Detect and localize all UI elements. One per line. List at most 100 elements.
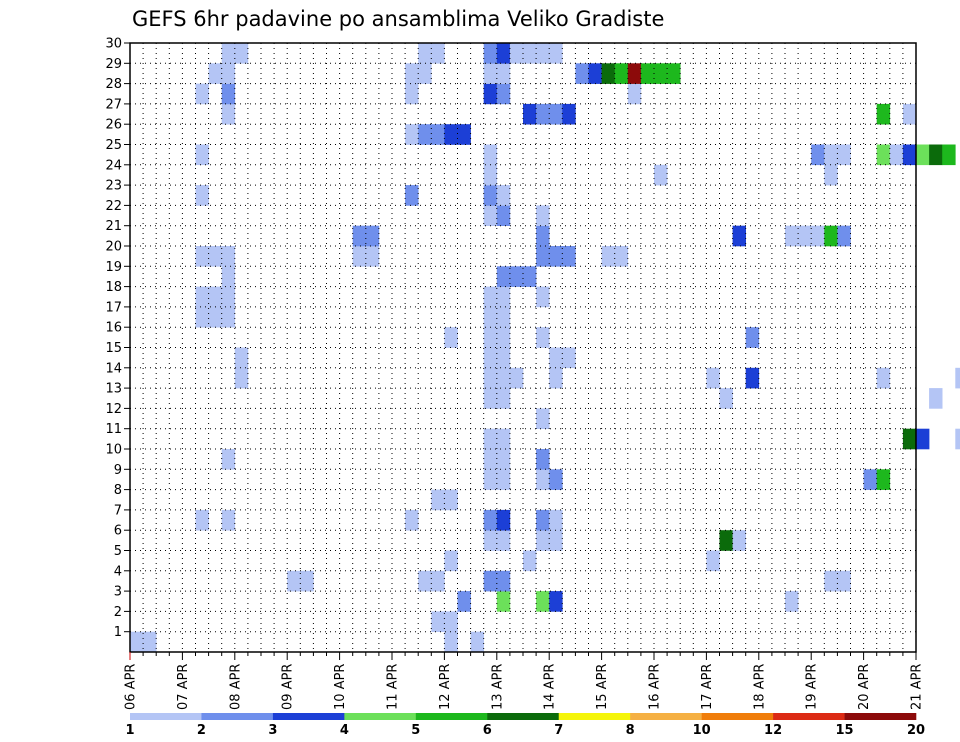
legend-level-label: 5 [411,723,420,738]
legend-level-label: 12 [764,723,782,738]
precip-cell-m4-s54 [837,570,851,592]
precip-cell-m14-s44 [706,367,720,389]
precip-cell-m27-s57 [876,103,891,125]
x-tick-label: 15 APR [595,664,610,710]
x-tick-label: 20 APR [857,664,872,710]
precip-cell-m18-s27 [483,286,498,308]
precip-cell-m23-s28 [496,185,511,206]
precip-cell-m27-s32 [549,103,563,125]
precip-cell-m14-s57 [876,367,891,389]
precip-cell-m11-s60 [916,428,930,450]
precip-cell-m1-s26 [470,631,484,653]
x-tick-label: 19 APR [805,664,820,710]
precip-cell-m20-s33 [562,246,576,267]
legend-level-label: 3 [268,723,277,738]
precip-cell-m5-s30 [523,550,537,572]
precip-cell-m24-s40 [654,164,668,186]
y-tick-label: 20 [105,240,122,255]
precip-cell-m3-s31 [536,591,550,612]
x-tick-label: 07 APR [176,664,191,710]
precip-cell-m18-s5 [195,286,209,308]
color-legend: 1 2 3 4 5 6 7 8 10 12 15 20 [125,713,925,738]
y-tick-label: 21 [105,219,122,234]
y-tick-label: 13 [105,382,122,397]
precip-cell-m25-s53 [824,144,838,166]
precip-cell-m11-s59 [902,428,917,450]
x-tick-label: 14 APR [543,664,558,710]
precip-cell-m6-s28 [496,530,511,551]
precip-cell-m4-s53 [824,570,838,592]
precip-cell-m28-s38 [627,83,642,105]
y-tick-label: 19 [105,260,122,275]
precip-cell-m20-s17 [352,246,367,267]
precip-cell-m30-s8 [234,43,249,64]
x-tick-label: 08 APR [228,664,243,710]
precip-cell-m17-s5 [195,306,209,328]
precip-cell-m28-s27 [483,83,498,105]
precip-cell-m26-s23 [431,124,445,145]
y-tick-label: 1 [114,625,122,640]
precip-cell-m7-s7 [221,509,236,531]
precip-cell-m30-s28 [496,43,511,64]
y-tick-label: 5 [114,544,122,559]
precip-cell-m2-s23 [431,611,445,632]
precip-cell-m29-s27 [483,63,498,84]
precip-cell-m7-s5 [195,509,209,531]
precip-cell-m21-s46 [732,225,746,247]
precip-cell-m10-s27 [483,449,498,470]
precip-cell-m3-s25 [457,591,471,612]
precip-cell-m7-s21 [405,509,419,531]
y-tick-label: 18 [105,280,122,295]
precip-cell-m20-s32 [549,246,563,267]
precip-cell-m20-s36 [601,246,615,267]
precip-cell-m30-s27 [483,43,498,64]
precip-cell-m23-s5 [195,185,209,206]
precip-cell-m29-s38 [627,63,642,84]
precip-cell-m16-s24 [444,327,458,348]
heatmap-cells [130,43,960,653]
precip-cell-m20-s6 [208,246,222,267]
grid-lines [130,43,916,652]
precip-cell-m27-s33 [562,103,576,125]
x-tick-label: 09 APR [281,664,296,710]
precip-cell-m11-s27 [483,428,498,450]
precip-cell-m7-s31 [536,509,550,531]
precip-cell-m12-s31 [536,408,550,429]
precip-cell-m27-s30 [523,103,537,125]
precip-cell-m4-s12 [287,570,301,592]
precip-cell-m21-s54 [837,225,851,247]
y-tick-label: 3 [114,585,122,600]
precip-cell-m6-s45 [719,530,733,551]
precip-cell-m5-s44 [706,550,720,572]
legend-swatch-9 [701,713,774,720]
legend-swatch-8 [630,713,702,720]
legend-level-label: 15 [835,723,853,738]
legend-swatch-5 [415,713,488,720]
precip-cell-m16-s31 [536,327,550,348]
precip-cell-m11-s63 [955,428,960,450]
precip-cell-m26-s25 [457,124,471,145]
precip-cell-m19-s28 [496,266,511,287]
precip-cell-m30-s32 [549,43,563,64]
legend-swatch-1 [130,713,202,720]
precip-cell-m6-s32 [549,530,563,551]
precip-cell-m29-s39 [640,63,655,84]
precip-cell-m29-s34 [575,63,589,84]
precip-cell-m19-s30 [523,266,537,287]
precip-cell-m28-s21 [405,83,419,105]
y-tick-label: 10 [105,443,122,458]
precip-cell-m17-s27 [483,306,498,328]
precip-cell-m18-s31 [536,286,550,308]
precip-cell-m17-s6 [208,306,222,328]
precip-cell-m13-s61 [929,388,943,409]
precip-cell-m21-s18 [365,225,380,247]
precip-cell-m6-s27 [483,530,498,551]
y-tick-label: 8 [114,483,122,498]
precip-cell-m25-s54 [837,144,851,166]
precip-cell-m26-s22 [418,124,432,145]
precip-cell-m21-s17 [352,225,367,247]
precip-cell-m9-s31 [536,469,550,490]
precip-cell-m13-s45 [719,388,733,409]
precip-cell-m21-s51 [798,225,812,247]
precip-cell-m25-s59 [902,144,917,166]
